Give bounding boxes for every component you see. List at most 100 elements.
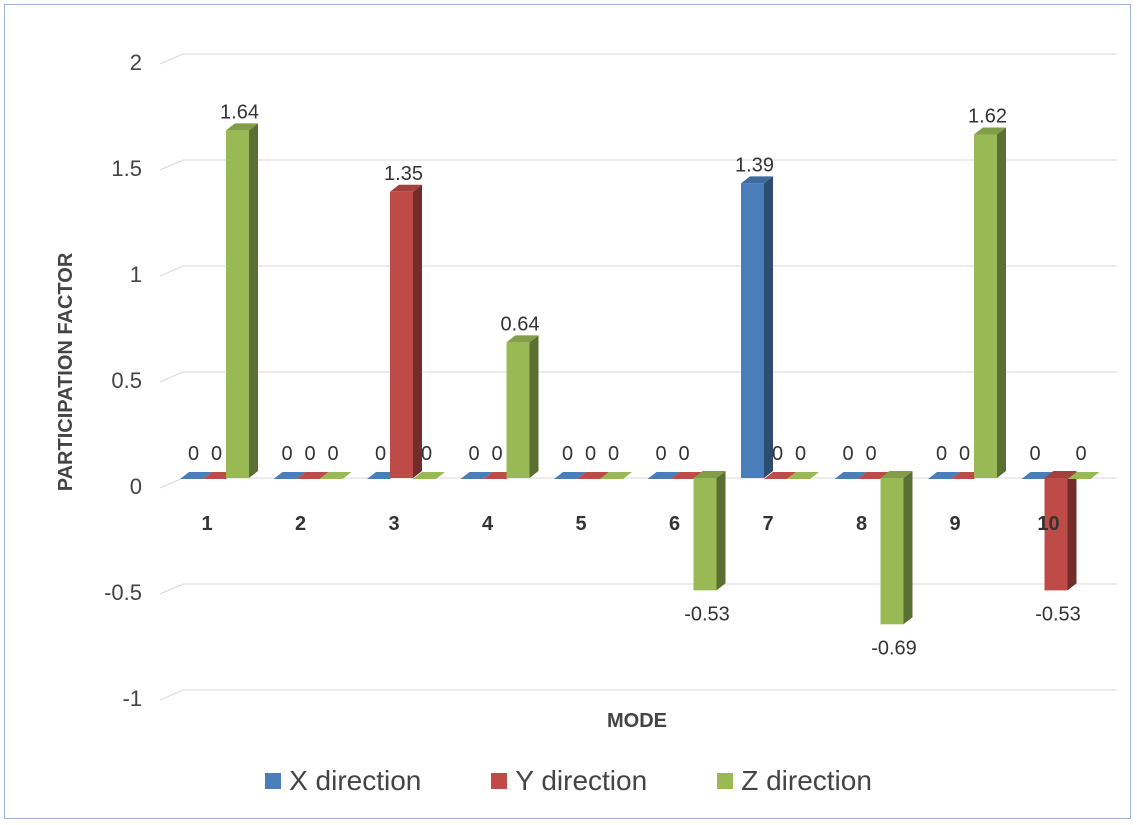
data-label: -0.69	[871, 637, 917, 659]
bar-y-direction-10	[1044, 478, 1068, 591]
gridline-diag	[159, 689, 184, 701]
legend: X direction Y direction Z direction	[0, 765, 1137, 797]
bar-top	[974, 127, 1006, 135]
data-label: 1.39	[735, 154, 774, 176]
bar-top	[693, 471, 726, 478]
x-tick-label: 2	[295, 513, 306, 535]
data-label: -0.53	[1035, 603, 1081, 625]
data-label: 0	[795, 443, 806, 465]
data-label: 0	[608, 443, 619, 465]
x-tick-label: 1	[201, 513, 212, 535]
data-label: 0	[865, 443, 876, 465]
y-tick-label: 1.5	[111, 156, 142, 181]
bar-side	[413, 184, 422, 479]
x-tick-label: 7	[762, 513, 773, 535]
bar-z-direction-3	[413, 472, 445, 479]
legend-item-x: X direction	[265, 765, 421, 797]
data-label: 0.64	[501, 313, 540, 335]
bar-top	[741, 176, 773, 184]
y-axis-title: PARTICIPATION FACTOR	[55, 252, 77, 491]
bar-z-direction-1	[226, 130, 249, 478]
x-axis-title: MODE	[607, 710, 667, 732]
bar-z-direction-2	[319, 472, 352, 479]
bar-x-direction-1	[180, 472, 212, 479]
data-label: 0	[468, 443, 479, 465]
data-label: 0	[375, 443, 386, 465]
data-label: 0	[655, 443, 666, 465]
x-tick-label: 4	[482, 513, 494, 535]
bar-top	[390, 184, 422, 192]
bar-z-direction-5	[600, 472, 632, 479]
legend-swatch-z	[717, 773, 734, 789]
bar-y-direction-2	[296, 472, 329, 479]
y-tick-label: 0	[130, 474, 142, 499]
bar-top	[506, 335, 539, 343]
legend-item-z: Z direction	[717, 765, 872, 797]
data-label: 0	[562, 443, 573, 465]
gridline-diag	[159, 477, 184, 489]
bar-y-direction-3	[390, 191, 413, 479]
gridline-diag	[159, 159, 184, 171]
x-tick-label: 8	[856, 513, 867, 535]
legend-swatch-x	[265, 773, 282, 789]
bar-side	[997, 127, 1006, 478]
bar-side	[529, 335, 539, 478]
data-label: 0	[842, 443, 853, 465]
x-tick-label: 6	[669, 513, 680, 535]
gridline-diag	[159, 53, 184, 65]
x-tick-label: 5	[575, 513, 586, 535]
y-tick-label: 0.5	[111, 368, 142, 393]
floor	[160, 478, 1117, 488]
gridline-diag	[159, 265, 184, 277]
data-label: 0	[304, 443, 315, 465]
data-label: 0	[1075, 443, 1086, 465]
x-tick-label: 9	[949, 513, 960, 535]
data-label: 0	[772, 443, 783, 465]
x-tick-label: 10	[1037, 513, 1059, 535]
bar-chart: 21.510.50-0.5-1 0 01.640 0 0 0 0 0 00.640 0 0 0 0-0…	[55, 50, 1117, 732]
data-label: 0	[421, 443, 432, 465]
bar-z-direction-8	[880, 478, 904, 625]
data-label: 0	[936, 443, 947, 465]
bar-side	[249, 123, 258, 478]
x-tick-label: 3	[388, 513, 399, 535]
y-tick-label: -1	[122, 686, 142, 711]
legend-label-x: X direction	[289, 765, 422, 796]
data-label: 0	[678, 443, 689, 465]
bar-top	[1044, 471, 1077, 478]
bar-z-direction-4	[506, 342, 530, 478]
bar-z-direction-7	[787, 472, 819, 479]
gridline-diag	[159, 583, 184, 595]
bar-y-direction-5	[577, 472, 609, 479]
bar-x-direction-4	[460, 472, 493, 479]
data-label: 0	[211, 443, 222, 465]
data-label: 1.64	[220, 101, 259, 123]
bar-x-direction-9	[928, 472, 960, 479]
y-tick-label: 2	[130, 50, 142, 75]
bar-top	[226, 123, 258, 131]
data-label: -0.53	[684, 603, 730, 625]
bar-top	[880, 471, 913, 478]
bar-z-direction-10	[1067, 472, 1100, 479]
legend-item-y: Y direction	[491, 765, 647, 797]
bar-side	[764, 176, 773, 478]
bar-z-direction-9	[974, 134, 997, 478]
bar-side	[1067, 471, 1077, 591]
bar-y-direction-7	[764, 472, 796, 479]
data-label: 0	[1029, 443, 1040, 465]
legend-label-y: Y direction	[515, 765, 648, 796]
data-label: 0	[188, 443, 199, 465]
data-label: 1.62	[968, 106, 1007, 128]
bar-x-direction-7	[741, 183, 764, 478]
chart-frame	[4, 4, 1131, 819]
data-label: 0	[959, 443, 970, 465]
bar-x-direction-6	[647, 472, 680, 479]
data-label: 0	[327, 443, 338, 465]
data-label: 0	[491, 443, 502, 465]
y-tick-label: -0.5	[104, 580, 142, 605]
bar-x-direction-8	[834, 472, 867, 479]
gridline-diag	[159, 371, 184, 383]
bar-x-direction-5	[554, 472, 586, 479]
legend-swatch-y	[491, 773, 508, 789]
bar-side	[903, 471, 913, 625]
